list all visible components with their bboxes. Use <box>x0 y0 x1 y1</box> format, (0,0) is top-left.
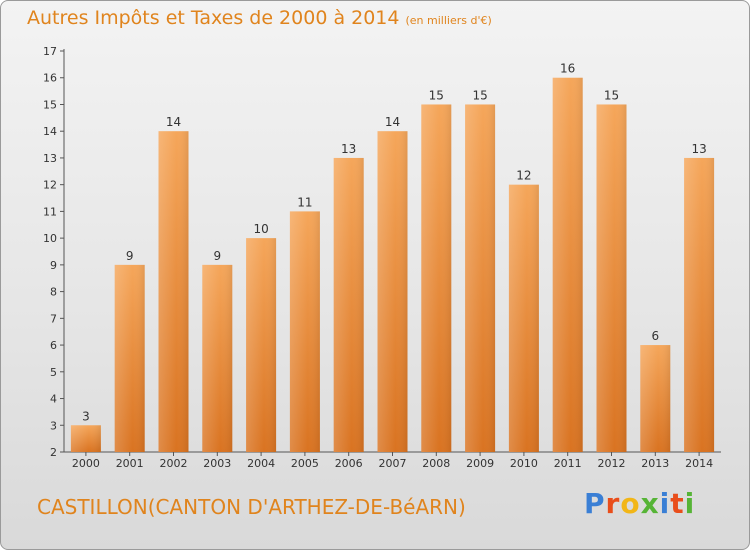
data-label: 11 <box>297 195 312 209</box>
bar-shade <box>333 157 364 452</box>
bar-shade <box>465 104 496 452</box>
logo-letter: o <box>620 487 641 520</box>
logo-letter: t <box>670 487 685 520</box>
x-tick-label: 2009 <box>466 457 494 470</box>
x-tick-label: 2012 <box>598 457 626 470</box>
data-label: 3 <box>82 409 90 423</box>
y-tick-label: 8 <box>50 286 57 299</box>
bar-shade <box>596 104 627 452</box>
chart-title: Autres Impôts et Taxes de 2000 à 2014 (en… <box>27 7 492 29</box>
logo-letter: i <box>659 487 671 520</box>
commune-name: CASTILLON(CANTON D'ARTHEZ-DE-BéARN) <box>37 495 466 519</box>
logo-letter: x <box>640 487 660 520</box>
y-tick-label: 10 <box>43 232 57 245</box>
chart-unit: (en milliers d'€) <box>405 14 492 27</box>
data-label: 13 <box>341 142 356 156</box>
chart-labels: 3 9 14 9 10 11 13 14 15 15 12 16 15 6 13 <box>82 62 707 424</box>
y-tick-label: 4 <box>50 393 57 406</box>
y-tick-label: 11 <box>43 205 57 218</box>
bar-shade <box>158 131 189 452</box>
bar-shade <box>552 77 583 452</box>
y-tick-label: 12 <box>43 179 57 192</box>
y-tick-label: 15 <box>43 98 57 111</box>
x-tick-label: 2006 <box>335 457 363 470</box>
x-tick-label: 2000 <box>72 457 100 470</box>
data-label: 10 <box>253 222 268 236</box>
y-tick-label: 17 <box>43 45 57 58</box>
y-tick-label: 5 <box>50 366 57 379</box>
chart-bars <box>70 77 715 452</box>
bar-shade <box>684 157 715 452</box>
bar-shade <box>421 104 452 452</box>
data-label: 14 <box>166 115 181 129</box>
bar-shade <box>508 184 539 452</box>
chart-title-text: Autres Impôts et Taxes de 2000 à 2014 <box>27 7 400 29</box>
x-tick-label: 2010 <box>510 457 538 470</box>
y-tick-label: 6 <box>50 339 57 352</box>
x-tick-label: 2011 <box>554 457 582 470</box>
data-label: 15 <box>429 88 444 102</box>
x-tick-label: 2001 <box>116 457 144 470</box>
bar-shade <box>289 211 320 452</box>
x-tick-label: 2008 <box>422 457 450 470</box>
logo-letter: P <box>584 487 606 520</box>
logo-letter: r <box>605 487 621 520</box>
x-tick-label: 2002 <box>160 457 188 470</box>
y-tick-label: 16 <box>43 72 57 85</box>
bar-shade <box>246 238 277 452</box>
x-tick-label: 2003 <box>203 457 231 470</box>
x-tick-label: 2007 <box>379 457 407 470</box>
y-tick-label: 9 <box>50 259 57 272</box>
data-label: 9 <box>126 249 134 263</box>
y-tick-label: 3 <box>50 419 57 432</box>
proxiti-logo[interactable]: Proxiti <box>584 487 695 520</box>
data-label: 12 <box>516 169 531 183</box>
data-label: 13 <box>691 142 706 156</box>
y-tick-label: 14 <box>43 125 57 138</box>
data-label: 15 <box>472 88 487 102</box>
y-tick-label: 13 <box>43 152 57 165</box>
bar-shade <box>202 264 233 452</box>
logo-letter: i <box>684 487 696 520</box>
bar-shade <box>114 264 145 452</box>
x-tick-label: 2013 <box>641 457 669 470</box>
data-label: 14 <box>385 115 400 129</box>
bar-shade <box>377 131 408 452</box>
x-tick-label: 2004 <box>247 457 275 470</box>
data-label: 16 <box>560 62 575 76</box>
y-tick-label: 2 <box>50 446 57 459</box>
y-tick-label: 7 <box>50 312 57 325</box>
x-tick-label: 2014 <box>685 457 713 470</box>
bar-shade <box>70 425 101 452</box>
bar-shade <box>640 345 671 452</box>
x-tick-label: 2005 <box>291 457 319 470</box>
data-label: 6 <box>651 329 659 343</box>
data-label: 9 <box>213 249 221 263</box>
data-label: 15 <box>604 88 619 102</box>
